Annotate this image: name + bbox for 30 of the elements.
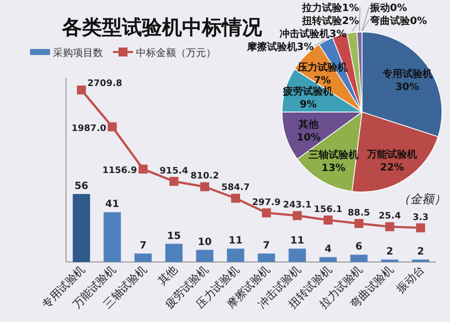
data-label: 7 (262, 240, 270, 252)
category-label: 振动0% (370, 3, 407, 14)
slice-label: 扭转试验2% (301, 15, 359, 27)
legend-label: 采购项目数 (53, 47, 103, 59)
data-label: 4 (324, 244, 332, 256)
legend-label: 中标金额（万元） (136, 47, 216, 59)
slice-label: 专用试验机 (381, 68, 432, 80)
data-label: 11 (290, 236, 304, 247)
legend-label: 弯曲试验0% (369, 15, 427, 27)
bar (165, 244, 183, 262)
x-tick-label: 振动台 (394, 262, 427, 296)
data-label: 2 (386, 246, 394, 258)
data-label: 6 (355, 242, 362, 253)
bar (288, 248, 306, 262)
chart-title: 各类型试验机中标情况 (61, 15, 263, 39)
bar (226, 248, 244, 262)
bar (258, 254, 276, 262)
bar (319, 257, 337, 262)
slice-label: 摩擦试验机3% (246, 41, 314, 53)
x-tick-label: 其他 (155, 262, 180, 288)
data-label: 11 (228, 236, 243, 247)
data-label: 7% (314, 75, 331, 86)
data-label: 2 (417, 246, 424, 258)
bar (134, 254, 152, 262)
data-label: 15 (166, 230, 181, 242)
bar (196, 250, 214, 262)
slice-label: 拉力试验1% (301, 2, 359, 14)
data-label: 10 (198, 236, 212, 248)
bar (350, 254, 368, 262)
data-label: 7 (140, 240, 147, 252)
